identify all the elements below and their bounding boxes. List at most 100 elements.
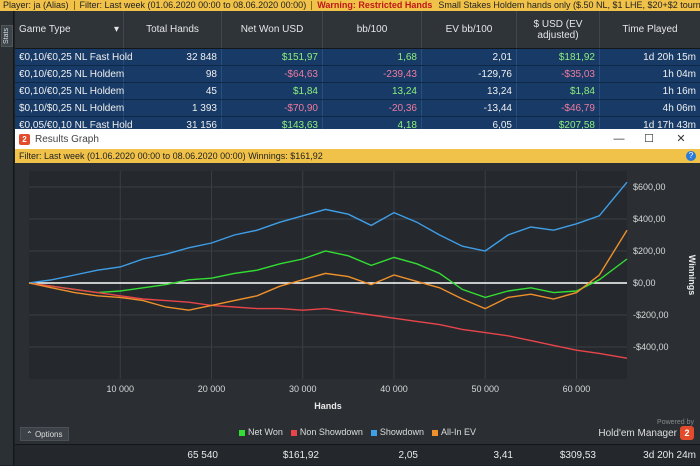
series-line-non-showdown	[28, 282, 628, 359]
legend-label: All-In EV	[440, 427, 476, 437]
window-title: Results Graph	[35, 133, 99, 145]
table-row[interactable]: €0,10/€0,25 NL Fast Hold 32 848 $151,97 1,6…	[15, 49, 700, 66]
options-label: Options	[34, 430, 63, 439]
legend-swatch	[239, 429, 246, 436]
column-header-label: Game Type	[19, 24, 71, 35]
table-cell-usd-ev-adjusted: -$46,79	[517, 100, 600, 116]
legend-swatch	[290, 429, 297, 436]
column-header-game-type[interactable]: Game Type ▾	[15, 11, 124, 48]
table-cell-total-hands: 31 156	[124, 117, 222, 133]
x-axis-label: Hands	[314, 401, 342, 411]
column-header-net-won-usd[interactable]: Net Won USD	[222, 11, 323, 48]
player-label[interactable]: Player: ja (Alias)	[3, 0, 69, 10]
column-header-label: Time Played	[622, 24, 678, 35]
table-cell-game-type: $0,10/$0,25 NL Holdem	[15, 100, 124, 116]
table-cell-game-type: €0,10/€0,25 NL Holdem	[15, 83, 124, 99]
y-tick-label: -$400,00	[633, 342, 669, 352]
x-tick-label: 40 000	[380, 384, 408, 394]
column-header-time-played[interactable]: Time Played	[600, 11, 700, 48]
table-cell-time-played: 1h 16m	[662, 86, 696, 97]
x-tick-label: 50 000	[471, 384, 499, 394]
legend-swatch	[370, 429, 377, 436]
total-usd-ev-adjusted: $309,53	[559, 450, 596, 461]
table-cell-time-played: 1h 04m	[662, 69, 696, 80]
y-tick-label: $0,00	[633, 278, 656, 288]
table-cell-net-won-usd: $1,84	[222, 83, 323, 99]
table-row[interactable]: €0,10/€0,25 NL Holdem 45 $1,84 13,24 13,24 $1…	[15, 83, 700, 100]
table-cell-usd-ev-adjusted: $181,92	[517, 49, 600, 65]
graph-filter-text[interactable]: Filter: Last week (01.06.2020 00:00 to 0…	[19, 151, 246, 161]
legend-item[interactable]: All-In EV	[431, 427, 476, 437]
brand-logo-icon: 2	[680, 426, 694, 440]
table-cell-game-type: €0,05/€0,10 NL Fast Hold	[15, 117, 133, 133]
column-header-label: bb/100	[356, 24, 388, 35]
table-cell-ev-bb-100: 2,01	[422, 49, 517, 65]
table-cell-usd-ev-adjusted: -$35,03	[517, 66, 600, 82]
table-cell-usd-ev-adjusted: $1,84	[517, 83, 600, 99]
column-header-usd-ev-adjusted[interactable]: $ USD (EV adjusted)	[517, 11, 600, 48]
table-row[interactable]: €0,10/€0,25 NL Holdem 98 -$64,63 -239,43 -12…	[15, 66, 700, 83]
results-chart: 10 000 20 000 30 000 40 000 50 000 60 000 $600…	[15, 163, 700, 413]
total-ev-bb-100: 3,41	[493, 450, 513, 461]
series-line-showdown	[28, 181, 628, 284]
column-header-ev-bb-100[interactable]: EV bb/100	[422, 11, 517, 48]
legend-label: Non Showdown	[299, 427, 363, 437]
results-chart-svg: 10 000 20 000 30 000 40 000 50 000 60 000 $600…	[28, 171, 697, 411]
table-cell-net-won-usd: -$70,90	[222, 100, 323, 116]
table-cell-net-won-usd: $151,97	[222, 49, 323, 65]
table-cell-time-played: 1d 20h 15m	[643, 52, 696, 63]
status-bar: Player: ja (Alias) Filter: Last week (01.…	[0, 0, 700, 11]
options-button[interactable]: ⌃ Options	[20, 427, 69, 441]
x-tick-label: 10 000	[106, 384, 134, 394]
table-cell-net-won-usd: -$64,63	[222, 66, 323, 82]
table-header: Game Type ▾ Total Hands Net Won USD bb/100 EV…	[15, 11, 700, 49]
window-titlebar[interactable]: 2 Results Graph — ☐ ✕	[15, 129, 700, 149]
column-header-label: Total Hands	[146, 24, 199, 35]
table-cell-ev-bb-100: 6,05	[422, 117, 517, 133]
table-cell-bb-100: -239,43	[323, 66, 422, 82]
app-logo-icon: 2	[19, 133, 30, 145]
legend-item[interactable]: Non Showdown	[290, 427, 363, 437]
graph-filter-bar: Filter: Last week (01.06.2020 00:00 to 0…	[15, 149, 700, 163]
close-button[interactable]: ✕	[676, 133, 686, 145]
results-table: Game Type ▾ Total Hands Net Won USD bb/100 EV…	[15, 11, 700, 134]
legend-item[interactable]: Showdown	[370, 427, 424, 437]
column-header-label: $ USD (EV adjusted)	[533, 18, 583, 41]
winnings-text: Winnings: $161,92	[248, 151, 323, 161]
results-graph-window: 2 Results Graph — ☐ ✕ Filter: Last week …	[15, 129, 700, 465]
y-tick-label: $600,00	[633, 182, 666, 192]
legend-label: Net Won	[248, 427, 283, 437]
column-header-bb-100[interactable]: bb/100	[323, 11, 422, 48]
divider	[73, 1, 75, 11]
table-cell-ev-bb-100: -13,44	[422, 100, 517, 116]
table-row[interactable]: $0,10/$0,25 NL Holdem 1 393 -$70,90 -20,36-…	[15, 100, 700, 117]
side-panel: Stats	[0, 11, 14, 465]
total-total-hands: 65 540	[187, 450, 218, 461]
total-net-won-usd: $161,92	[282, 450, 319, 461]
table-cell-bb-100: 1,68	[323, 49, 422, 65]
table-cell-time-played: 1d 17h 43m	[643, 120, 696, 131]
legend-item[interactable]: Net Won	[239, 427, 283, 437]
maximize-button[interactable]: ☐	[644, 133, 654, 145]
help-icon[interactable]: ?	[686, 151, 696, 161]
minimize-button[interactable]: —	[613, 133, 625, 145]
powered-by-label: Powered by	[657, 419, 694, 426]
stats-tab[interactable]: Stats	[1, 25, 13, 47]
divider	[311, 1, 313, 11]
legend-swatch	[431, 429, 438, 436]
y-tick-label: $400,00	[633, 214, 666, 224]
column-header-total-hands[interactable]: Total Hands	[124, 11, 222, 48]
filter-summary[interactable]: Filter: Last week (01.06.2020 00:00 to 0…	[79, 0, 307, 10]
y-tick-label: $200,00	[633, 246, 666, 256]
total-time-played: 3d 20h 24m	[643, 450, 696, 461]
table-cell-ev-bb-100: 13,24	[422, 83, 517, 99]
powered-by: Powered by Hold'em Manager 2	[598, 419, 694, 440]
table-cell-time-played: 4h 06m	[662, 103, 696, 114]
warning-label: Warning: Restricted Hands	[317, 0, 433, 10]
table-cell-game-type: €0,10/€0,25 NL Holdem	[15, 66, 124, 82]
table-cell-total-hands: 98	[124, 66, 222, 82]
column-header-label: Net Won USD	[240, 24, 304, 35]
table-cell-game-type: €0,10/€0,25 NL Fast Hold	[15, 49, 133, 65]
warning-text: Small Stakes Holdem hands only ($.50 NL,…	[438, 0, 700, 10]
chevron-down-icon[interactable]: ▾	[113, 24, 119, 35]
